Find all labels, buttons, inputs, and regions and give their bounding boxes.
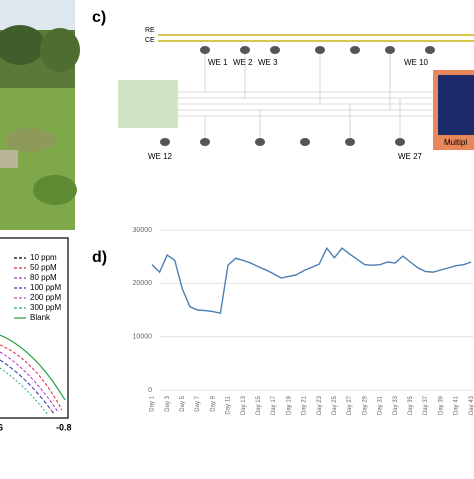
data-line (151, 246, 472, 315)
left-chart (0, 237, 69, 419)
legend-label: 80 ppM (30, 273, 57, 282)
x-tick-label: Day 21 (302, 395, 308, 415)
ce-label: CE (145, 37, 155, 44)
x-tick-label: Day 17 (271, 395, 277, 415)
x-tick-label: Day 31 (378, 395, 384, 415)
photo (0, 0, 80, 230)
legend-label: 300 ppM (30, 303, 61, 312)
box-label: Multipl (444, 138, 467, 147)
x-tick-label: Day 27 (347, 395, 353, 415)
x-tick-label: Day 25 (332, 395, 338, 415)
legend-label: Blank (30, 313, 51, 322)
x-tick-label: Day 43 (469, 395, 474, 415)
x-tick-label: Day 29 (362, 395, 368, 415)
y-tick-label: 10000 (133, 334, 153, 341)
x-tick-label: Day 15 (256, 395, 262, 415)
x-tick-label: Day 11 (226, 395, 232, 414)
x-tick-label: Day 13 (241, 395, 247, 415)
panel-label: c) (92, 9, 106, 26)
legend-label: 10 ppm (30, 253, 57, 262)
electrode-label: WE 2 (233, 58, 253, 67)
y-tick-label: 20000 (133, 280, 153, 287)
x-tick-label: Day 5 (180, 395, 186, 411)
legend-label: 50 ppM (30, 263, 57, 272)
panel-label: d) (92, 249, 107, 266)
y-tick-label: 0 (148, 387, 152, 394)
electrode-label: WE 12 (148, 152, 173, 161)
electrode-label: WE 1 (208, 58, 228, 67)
x-tick-label: Day 3 (165, 395, 171, 411)
electrode-label: WE 3 (258, 58, 278, 67)
x-tick-label: Day 1 (150, 395, 156, 411)
x-tick-label: Day 39 (438, 395, 444, 415)
electrode-label: WE 10 (404, 58, 429, 67)
x-tick-label: 6 (0, 422, 3, 432)
legend-label: 200 ppM (30, 293, 61, 302)
legend-label: 100 ppM (30, 283, 61, 292)
diagram (118, 34, 474, 150)
x-tick-label: -0.8 (56, 422, 72, 432)
x-tick-label: Day 19 (286, 395, 292, 415)
x-tick-label: Day 7 (195, 395, 201, 411)
x-tick-label: Day 37 (423, 395, 429, 415)
x-tick-label: Day 33 (393, 395, 399, 415)
y-tick-label: 30000 (133, 227, 153, 234)
re-label: RE (145, 27, 155, 34)
x-tick-label: Day 41 (454, 395, 460, 415)
x-tick-label: Day 23 (317, 395, 323, 415)
x-tick-label: Day 35 (408, 395, 414, 415)
electrode-label: WE 27 (398, 152, 423, 161)
x-tick-label: Day 9 (210, 395, 216, 411)
